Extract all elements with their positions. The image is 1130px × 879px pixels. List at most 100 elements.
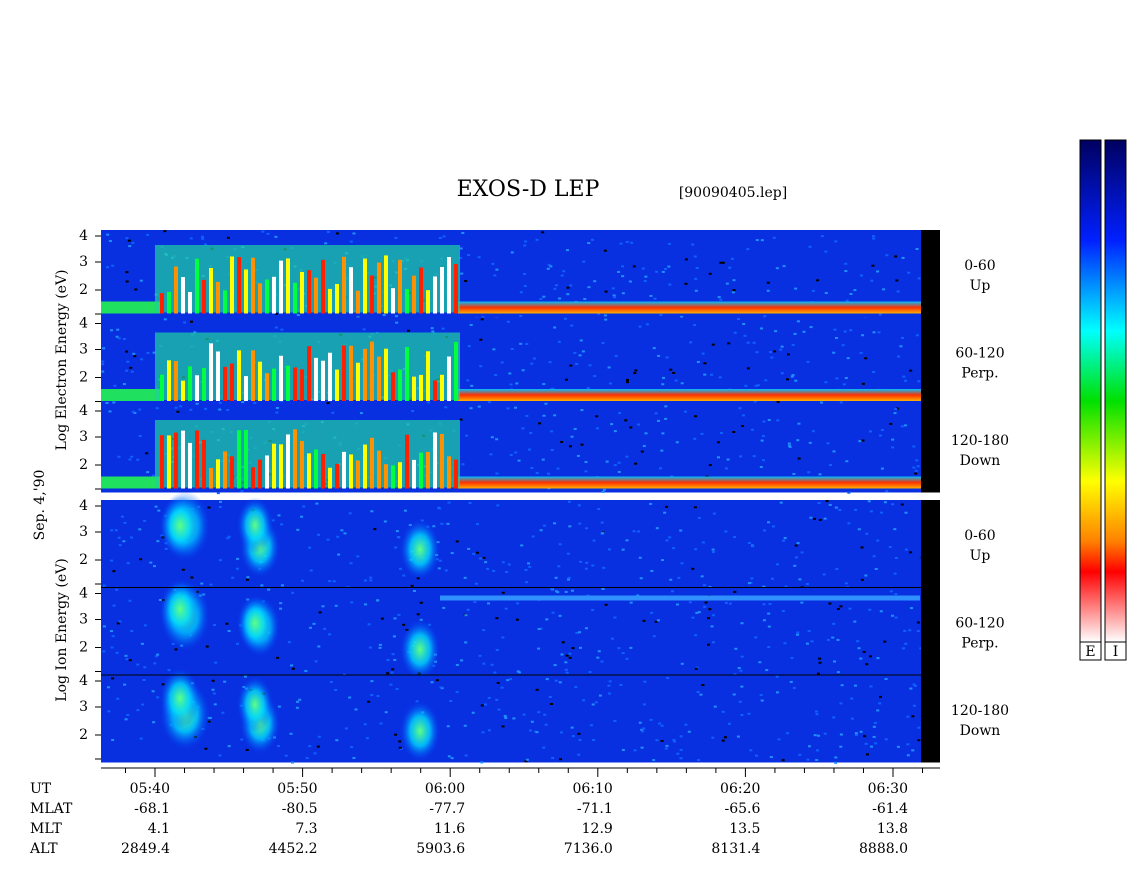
noise — [844, 582, 848, 585]
noise — [504, 716, 508, 719]
noise — [136, 458, 140, 461]
noise — [728, 266, 732, 269]
noise — [531, 535, 535, 538]
burst-stripe — [181, 380, 185, 401]
noise — [455, 690, 459, 693]
noise — [578, 354, 582, 357]
burst-stripe — [412, 275, 416, 314]
noise — [468, 501, 472, 504]
noise — [241, 401, 245, 404]
noise — [859, 351, 863, 354]
noise — [588, 671, 592, 674]
noise — [832, 716, 836, 719]
noise — [893, 528, 897, 531]
noise — [558, 614, 562, 617]
burst-stripe — [167, 360, 171, 401]
noise — [603, 314, 607, 317]
color-bar — [1104, 139, 1127, 643]
burst-stripe — [398, 369, 402, 401]
noise — [872, 370, 876, 373]
noise — [240, 738, 244, 741]
y-tick-label: 2 — [79, 727, 88, 743]
noise — [619, 242, 623, 245]
noise — [869, 510, 873, 513]
noise — [573, 427, 577, 430]
table-cell: -68.1 — [134, 801, 170, 817]
burst-stripe — [258, 283, 262, 314]
noise — [783, 537, 787, 540]
noise — [539, 529, 543, 532]
noise — [143, 624, 147, 627]
noise — [656, 619, 660, 622]
panel-edge — [921, 405, 940, 493]
noise — [915, 334, 919, 337]
noise — [629, 426, 633, 429]
noise — [555, 284, 559, 287]
noise — [621, 275, 625, 278]
noise — [209, 583, 213, 586]
noise — [760, 327, 764, 330]
noise — [580, 409, 584, 412]
noise — [566, 286, 570, 289]
noise — [800, 601, 804, 604]
panel-direction: Down — [960, 723, 1001, 739]
noise — [816, 672, 820, 675]
noise — [675, 441, 679, 444]
noise — [661, 432, 665, 435]
noise — [695, 266, 699, 269]
noise — [649, 294, 653, 297]
noise — [861, 334, 865, 337]
noise — [730, 257, 734, 260]
burst-stripe — [209, 467, 213, 489]
y-tick-label: 2 — [79, 552, 88, 568]
noise — [794, 544, 798, 547]
noise — [565, 671, 569, 674]
noise — [854, 732, 858, 735]
noise — [427, 401, 431, 404]
noise — [700, 575, 704, 578]
noise — [480, 704, 484, 707]
noise — [836, 638, 840, 641]
noise — [277, 514, 281, 517]
noise — [912, 704, 916, 707]
noise — [543, 524, 547, 527]
noise — [891, 614, 895, 617]
noise — [111, 738, 115, 741]
noise — [693, 255, 697, 258]
noise — [138, 528, 142, 531]
burst-stripe — [433, 276, 437, 314]
noise — [857, 528, 861, 531]
noise — [503, 714, 507, 717]
noise — [467, 345, 471, 348]
noise — [530, 720, 534, 723]
noise — [612, 294, 616, 297]
noise — [603, 249, 607, 252]
burst-stripe — [195, 375, 199, 401]
noise — [723, 736, 727, 739]
noise — [917, 380, 921, 383]
noise — [212, 692, 216, 695]
noise — [577, 732, 581, 735]
noise — [916, 465, 920, 468]
y-tick-label: 4 — [79, 316, 88, 332]
noise — [493, 274, 497, 277]
burst-stripe — [258, 361, 262, 401]
burst-stripe — [370, 275, 374, 314]
noise — [444, 406, 448, 409]
noise — [398, 746, 402, 749]
table-cell: -71.1 — [577, 801, 613, 817]
noise — [593, 375, 597, 378]
y-tick-label: 4 — [79, 673, 88, 689]
noise — [564, 590, 568, 593]
noise — [764, 379, 768, 382]
burst-stripe — [160, 293, 164, 314]
noise — [130, 630, 134, 633]
noise — [189, 408, 193, 411]
noise — [369, 579, 373, 582]
noise — [167, 669, 171, 672]
noise — [909, 369, 913, 372]
noise — [124, 654, 128, 657]
noise — [565, 249, 569, 252]
noise — [109, 630, 113, 633]
noise — [667, 265, 671, 268]
